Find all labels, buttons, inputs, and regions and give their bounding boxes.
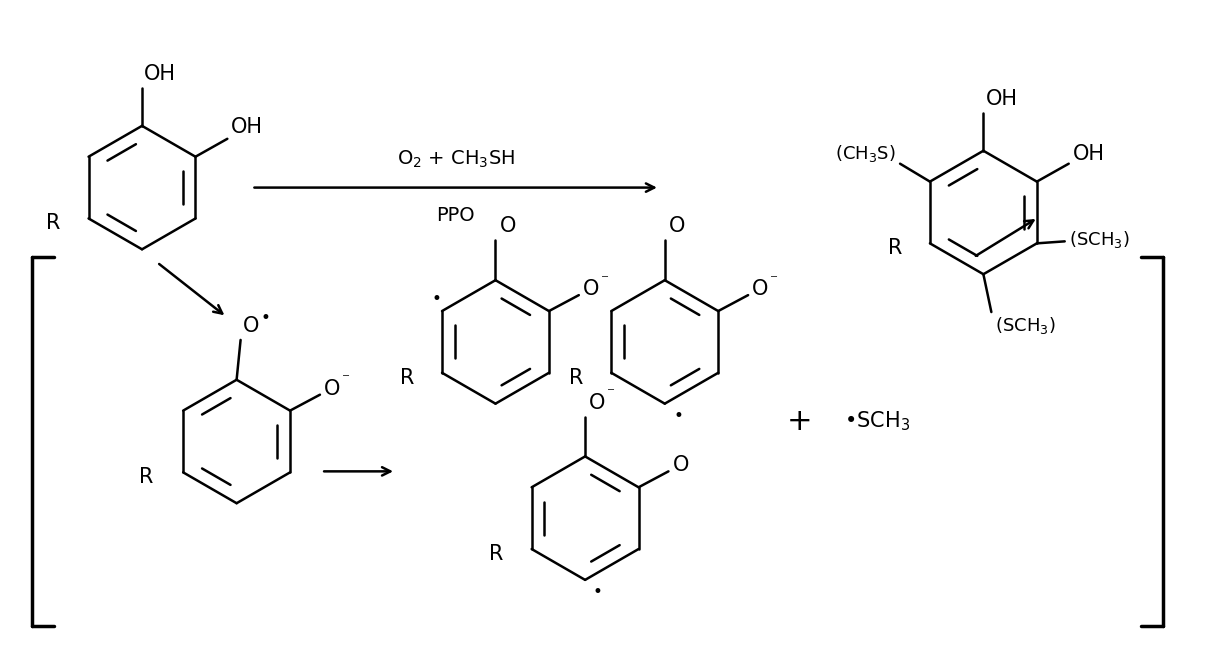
Text: •: • (261, 309, 271, 327)
Text: O: O (499, 216, 516, 236)
Text: R: R (400, 367, 414, 388)
Text: O: O (669, 216, 686, 236)
Text: O: O (672, 455, 689, 476)
Text: (SCH$_3$): (SCH$_3$) (1069, 229, 1130, 250)
Text: ⁻: ⁻ (342, 371, 350, 386)
Text: +: + (787, 407, 813, 436)
Text: •: • (431, 290, 440, 308)
Text: PPO: PPO (437, 206, 475, 225)
Text: O$_2$ + CH$_3$SH: O$_2$ + CH$_3$SH (396, 149, 515, 170)
Text: R: R (569, 367, 583, 388)
Text: OH: OH (1072, 144, 1104, 164)
Text: •SCH$_3$: •SCH$_3$ (844, 410, 910, 433)
Text: R: R (888, 238, 902, 258)
Text: R: R (139, 467, 154, 487)
Text: O: O (752, 279, 769, 299)
Text: OH: OH (986, 89, 1017, 109)
Text: OH: OH (232, 117, 264, 137)
Text: O: O (583, 279, 599, 299)
Text: (SCH$_3$): (SCH$_3$) (996, 316, 1057, 336)
Text: OH: OH (144, 64, 176, 84)
Text: ⁻: ⁻ (600, 272, 609, 287)
Text: O: O (243, 316, 259, 336)
Text: O: O (589, 393, 605, 413)
Text: R: R (489, 544, 504, 564)
Text: •: • (673, 406, 683, 424)
Text: O: O (325, 378, 340, 399)
Text: ⁻: ⁻ (608, 385, 615, 400)
Text: (CH$_3$S): (CH$_3$S) (836, 143, 895, 164)
Text: R: R (46, 214, 61, 234)
Text: •: • (592, 583, 601, 601)
Text: ⁻: ⁻ (770, 272, 778, 287)
